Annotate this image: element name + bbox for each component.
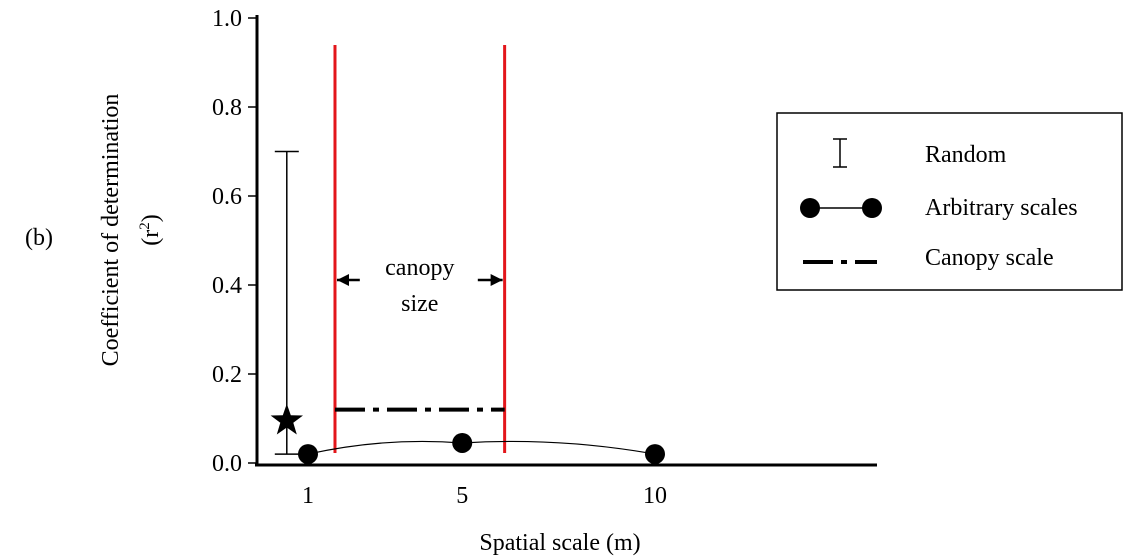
x-tick-label: 10 [643, 483, 667, 509]
y-tick-label: 0.8 [212, 95, 242, 121]
x-axis-title: Spatial scale (m) [479, 530, 640, 556]
arbitrary-scales-point [452, 432, 473, 453]
y-tick-label: 0.6 [212, 184, 242, 210]
x-tick-label: 1 [302, 483, 314, 509]
panel-label: (b) [25, 225, 53, 251]
random-star-point [270, 403, 303, 435]
canopy-size-label-line2: size [401, 291, 438, 317]
canopy-size-arrowhead-right [490, 274, 503, 286]
arbitrary-scales-point [298, 444, 318, 465]
legend: Random Arbitrary scales Canopy scale [776, 112, 1123, 291]
y-tick-label: 0.2 [212, 362, 242, 388]
x-ticks: 1 5 10 [302, 483, 667, 509]
plot-area [270, 45, 665, 465]
canopy-size-annotation: canopy size [336, 255, 503, 317]
y-axis-title-line1: Coefficient of determination [98, 94, 124, 367]
y-tick-label: 1.0 [212, 6, 242, 32]
y-axis-title-line2: (r2) [137, 214, 164, 245]
arbitrary-scales-point [645, 444, 665, 465]
x-tick-label: 5 [456, 483, 468, 509]
legend-box [776, 112, 1123, 291]
legend-arbitrary-label: Arbitrary scales [925, 195, 1078, 221]
y-tick-label: 0.4 [212, 273, 242, 299]
canopy-size-label-line1: canopy [385, 255, 454, 281]
legend-random-label: Random [925, 142, 1007, 168]
y-ticks: 0.0 0.2 0.4 0.6 0.8 1.0 [212, 6, 257, 477]
legend-canopy-label: Canopy scale [925, 245, 1054, 271]
legend-arbitrary-symbol [800, 198, 882, 218]
y-tick-label: 0.0 [212, 451, 242, 477]
legend-random-symbol [833, 138, 847, 168]
y-axis-title: Coefficient of determination (r2) [98, 94, 164, 367]
canopy-size-arrowhead-left [336, 274, 349, 286]
arbitrary-scales-curve [307, 440, 656, 455]
